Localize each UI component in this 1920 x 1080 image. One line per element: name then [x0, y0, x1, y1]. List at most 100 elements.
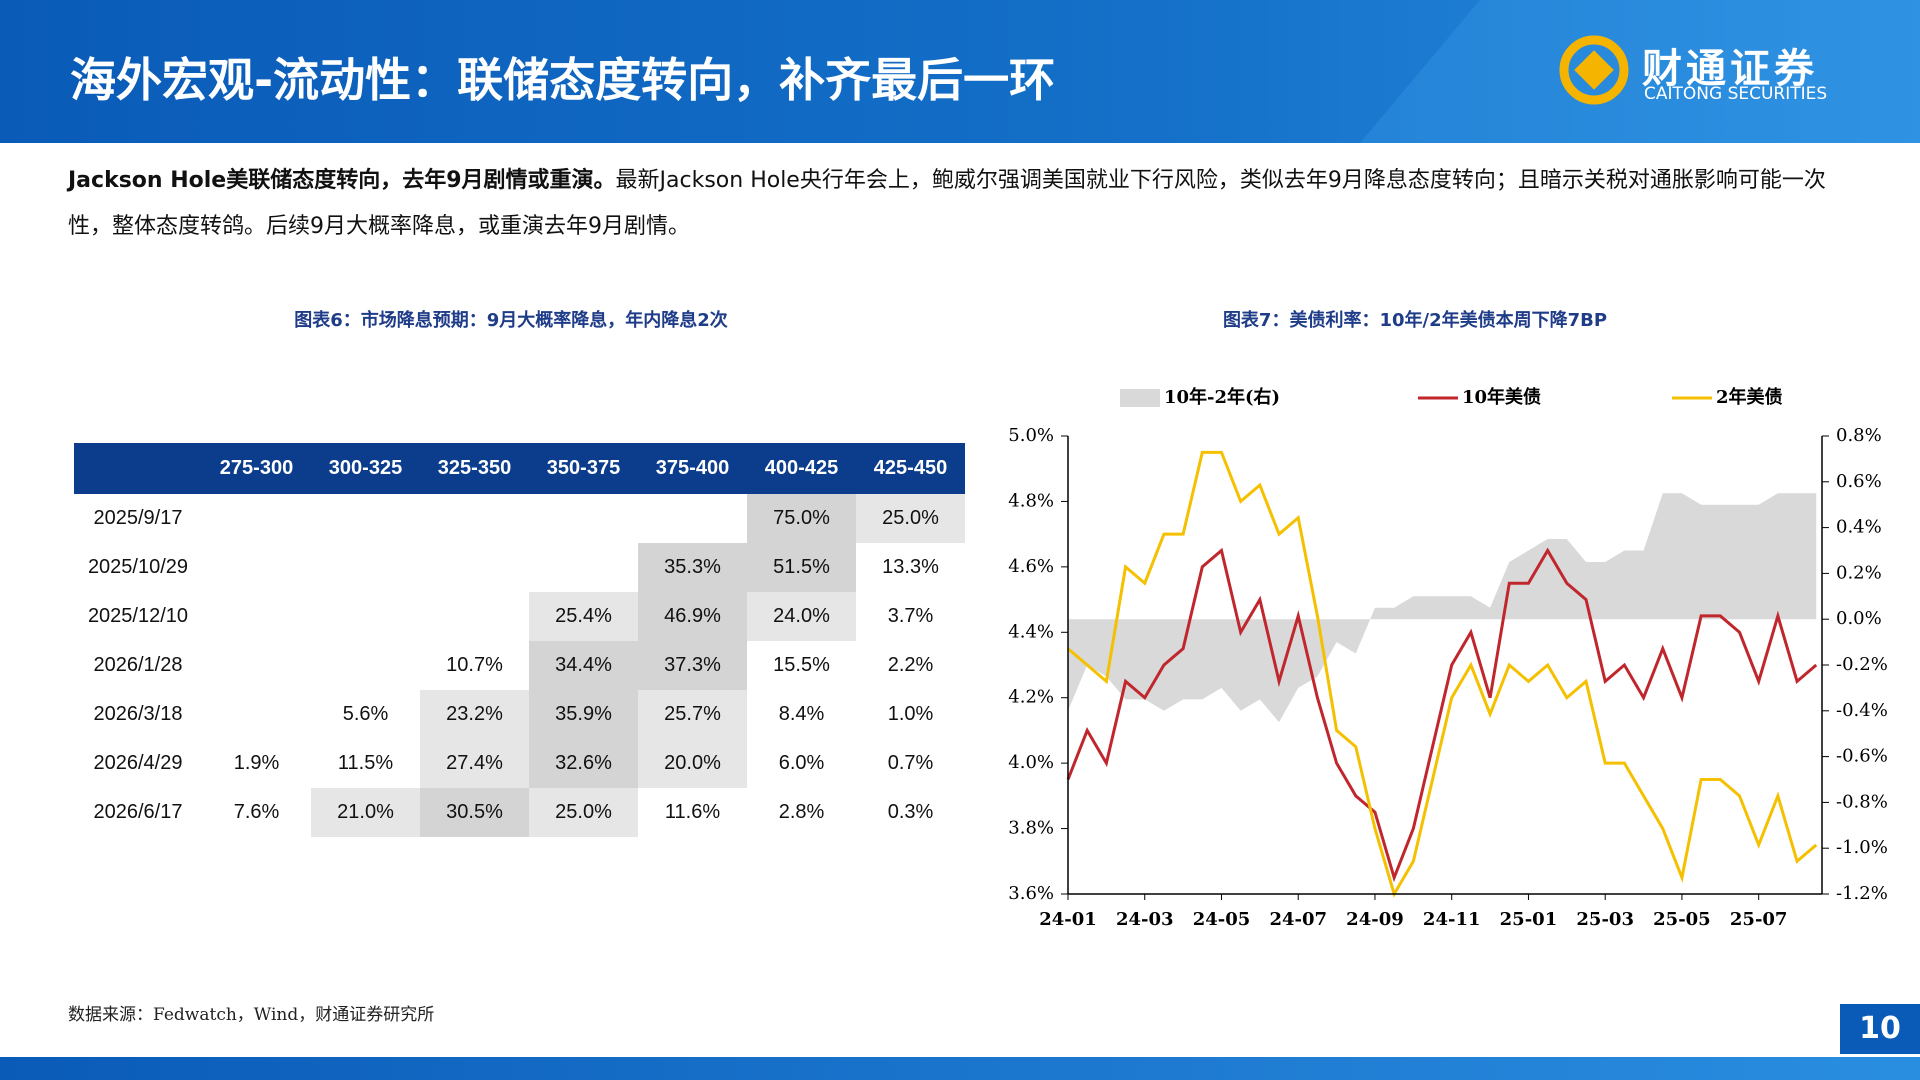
slide-title: 海外宏观-流动性：联储态度转向，补齐最后一环: [70, 53, 1056, 107]
table-cell: [202, 494, 311, 543]
row-label: 2026/1/28: [93, 654, 183, 676]
body-text: Jackson Hole美联储态度转向，去年9月剧情或重演。最新Jackson …: [68, 158, 1858, 250]
logo-ring: [1559, 35, 1629, 105]
x-tick-label: 25-01: [1500, 909, 1558, 930]
y-tick-label: 4.2%: [1008, 687, 1054, 708]
chart-title: 图表7：美债利率：10年/2年美债本周下降7BP: [1222, 310, 1608, 331]
table-cell: 0.3%: [887, 801, 934, 823]
y-tick-label: 4.4%: [1008, 621, 1054, 642]
table-cell: [638, 494, 747, 543]
row-label: 2025/9/17: [93, 507, 183, 529]
header-row: 275-300 300-325 325-350 350-375 375-400 400-4…: [74, 443, 965, 494]
table-cell: 25.7%: [638, 690, 747, 739]
y2-tick-label: 0.2%: [1836, 562, 1882, 583]
table-cell: [311, 641, 420, 690]
table-cell: 2.8%: [778, 801, 825, 823]
header-stripe: [1360, 0, 1920, 143]
header-bar: 海外宏观-流动性：联储态度转向，补齐最后一环 财通证券 CAITONG SECU…: [0, 0, 1920, 143]
y-tick-label: 4.6%: [1008, 556, 1054, 577]
table-cell: 20.0%: [638, 739, 747, 788]
header-cell: 325-350: [420, 443, 529, 494]
table-cell: [529, 494, 638, 543]
y-tick-label: 3.8%: [1008, 818, 1054, 839]
table-title: 图表6：市场降息预期：9月大概率降息，年内降息2次: [294, 310, 728, 331]
x-tick-label: 24-07: [1269, 909, 1327, 930]
table-cell: 5.6%: [342, 703, 389, 725]
x-tick-label: 25-05: [1653, 909, 1711, 930]
table-cell: 75.0%: [747, 494, 856, 543]
x-tick-label: 25-07: [1730, 909, 1788, 930]
y-tick-label: 3.6%: [1008, 883, 1054, 904]
legend-swatch: [1120, 389, 1160, 407]
y2-tick-label: -0.8%: [1836, 791, 1888, 812]
table-cell: 2.2%: [887, 654, 934, 676]
table-cell: 51.5%: [747, 543, 856, 592]
y2-tick-label: -1.2%: [1836, 883, 1888, 904]
y2-tick-label: 0.0%: [1836, 608, 1882, 629]
body-rest: 最新Jackson Hole央行年会上，鲍威尔强调美国就业下行风险，类似去年9月…: [68, 168, 1826, 239]
y2-tick-label: -1.0%: [1836, 837, 1888, 858]
row-label: 2026/4/29: [93, 752, 183, 774]
table-cell: [420, 592, 529, 641]
y2-tick-label: 0.4%: [1836, 517, 1882, 538]
table-row: 2025/10/29 35.3% 51.5% 13.3%: [74, 543, 965, 592]
table-cell: 34.4%: [529, 641, 638, 690]
x-tick-label: 24-01: [1039, 909, 1097, 930]
table-cell: [311, 543, 420, 592]
bottom-bar: [0, 1057, 1920, 1080]
logo-subtext: CAITONG SECURITIES: [1644, 84, 1828, 104]
table-cell: 21.0%: [311, 788, 420, 837]
y2-tick-label: 0.8%: [1836, 425, 1882, 446]
rate-table: 275-300 300-325 325-350 350-375 375-400 400-4…: [74, 443, 965, 837]
legend-label: 10年美债: [1462, 386, 1541, 408]
header-cell: 425-450: [856, 443, 965, 494]
x-tick-label: 24-05: [1193, 909, 1251, 930]
table-cell: [311, 494, 420, 543]
table-cell: [420, 494, 529, 543]
header-cell: 350-375: [529, 443, 638, 494]
table-cell: [202, 641, 311, 690]
logo-text: 财通证券: [1642, 46, 1818, 92]
table-cell: 8.4%: [778, 703, 825, 725]
table-row: 2026/1/28 10.7% 34.4% 37.3% 15.5% 2.2%: [74, 641, 965, 690]
table-cell: 1.0%: [887, 703, 934, 725]
table-cell: 23.2%: [420, 690, 529, 739]
table-row: 2026/6/17 7.6% 21.0% 30.5% 25.0% 11.6% 2.8% 0.3…: [74, 788, 965, 837]
table-cell: 25.0%: [529, 788, 638, 837]
table-cell: 0.7%: [887, 752, 934, 774]
x-tick-label: 24-03: [1116, 909, 1174, 930]
table-cell: 30.5%: [420, 788, 529, 837]
x-tick-label: 25-03: [1576, 909, 1634, 930]
row-label: 2026/3/18: [93, 703, 183, 725]
table-cell: 32.6%: [529, 739, 638, 788]
table-cell: 46.9%: [638, 592, 747, 641]
table-cell: 37.3%: [638, 641, 747, 690]
row-label: 2026/6/17: [93, 801, 183, 823]
row-label: 2025/10/29: [87, 556, 189, 578]
y2-tick-label: -0.4%: [1836, 700, 1888, 721]
table-cell: 25.4%: [529, 592, 638, 641]
table-cell: 27.4%: [420, 739, 529, 788]
y-tick-label: 4.0%: [1008, 752, 1054, 773]
table-row: 2026/4/29 1.9% 11.5% 27.4% 32.6% 20.0% 6.0% 0.7…: [74, 739, 965, 788]
table-cell: 3.7%: [887, 605, 934, 627]
table-row: 2025/9/17 75.0% 25.0%: [74, 494, 965, 543]
table-cell: 11.5%: [337, 752, 394, 774]
table-cell: [420, 543, 529, 592]
legend-label: 10年-2年(右): [1164, 386, 1280, 408]
table-row: 2025/12/10 25.4% 46.9% 24.0% 3.7%: [74, 592, 965, 641]
table-cell: [202, 690, 311, 739]
table-cell: 24.0%: [747, 592, 856, 641]
y2-tick-label: -0.6%: [1836, 746, 1888, 767]
header-cell: 300-325: [311, 443, 420, 494]
table-cell: 13.3%: [882, 556, 939, 578]
table-cell: 15.5%: [773, 654, 830, 676]
table-row: 2026/3/18 5.6% 23.2% 35.9% 25.7% 8.4% 1.0%: [74, 690, 965, 739]
table-cell: [529, 543, 638, 592]
x-tick-label: 24-11: [1423, 909, 1481, 930]
table-cell: [311, 592, 420, 641]
table-cell: 10.7%: [446, 654, 503, 676]
table-cell: 35.9%: [529, 690, 638, 739]
table-cell: 6.0%: [778, 752, 825, 774]
